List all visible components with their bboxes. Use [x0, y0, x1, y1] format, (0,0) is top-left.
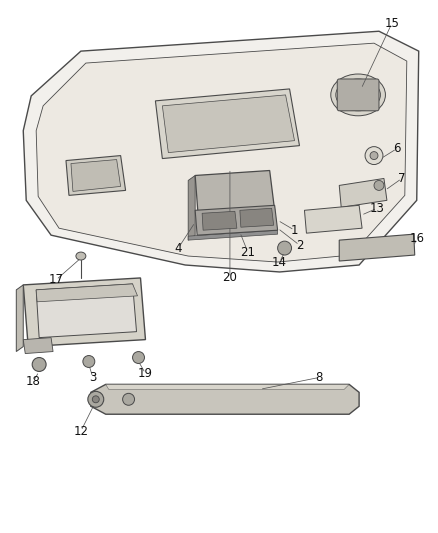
Polygon shape [23, 278, 145, 346]
Polygon shape [195, 171, 275, 215]
Text: 20: 20 [223, 271, 237, 285]
Ellipse shape [374, 181, 384, 190]
Text: 3: 3 [89, 371, 96, 384]
Text: 4: 4 [174, 241, 182, 255]
Polygon shape [36, 284, 138, 302]
FancyBboxPatch shape [337, 79, 379, 111]
Text: 17: 17 [49, 273, 64, 286]
Polygon shape [66, 156, 126, 196]
Polygon shape [240, 208, 274, 227]
Text: 14: 14 [272, 255, 287, 269]
Text: 7: 7 [398, 172, 406, 185]
Polygon shape [339, 234, 415, 261]
Ellipse shape [278, 241, 292, 255]
Text: 15: 15 [385, 17, 399, 30]
Polygon shape [162, 95, 294, 152]
Text: 12: 12 [74, 425, 88, 438]
Polygon shape [155, 89, 300, 158]
Ellipse shape [83, 356, 95, 367]
Ellipse shape [331, 74, 385, 116]
Polygon shape [304, 205, 362, 233]
Text: 8: 8 [316, 371, 323, 384]
Text: 2: 2 [296, 239, 303, 252]
Ellipse shape [370, 151, 378, 159]
Polygon shape [188, 230, 278, 240]
Text: 21: 21 [240, 246, 255, 259]
Polygon shape [23, 31, 419, 272]
Ellipse shape [32, 358, 46, 372]
Polygon shape [202, 211, 237, 230]
Text: 13: 13 [370, 202, 385, 215]
Polygon shape [195, 205, 278, 235]
Polygon shape [339, 179, 387, 207]
Polygon shape [16, 285, 23, 352]
Ellipse shape [123, 393, 134, 405]
Polygon shape [71, 159, 120, 191]
Polygon shape [23, 337, 53, 353]
Text: 19: 19 [138, 367, 153, 380]
Ellipse shape [92, 396, 99, 403]
Polygon shape [106, 384, 349, 389]
Polygon shape [188, 175, 195, 240]
Ellipse shape [365, 147, 383, 165]
Polygon shape [36, 284, 137, 337]
Text: 18: 18 [26, 375, 41, 388]
Text: 6: 6 [393, 142, 401, 155]
Text: 1: 1 [291, 224, 298, 237]
Text: 16: 16 [409, 232, 424, 245]
Polygon shape [91, 384, 359, 414]
Ellipse shape [336, 79, 381, 111]
Ellipse shape [76, 252, 86, 260]
Ellipse shape [133, 352, 145, 364]
Ellipse shape [88, 391, 104, 407]
Polygon shape [36, 43, 407, 262]
